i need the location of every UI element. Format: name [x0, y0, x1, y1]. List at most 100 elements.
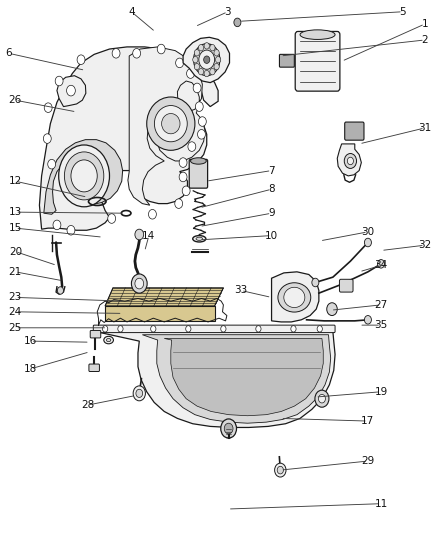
- Circle shape: [182, 186, 190, 196]
- Text: 16: 16: [24, 336, 37, 346]
- Text: 14: 14: [142, 231, 155, 240]
- Circle shape: [199, 50, 215, 69]
- Text: 25: 25: [9, 323, 22, 333]
- Circle shape: [112, 49, 120, 58]
- Circle shape: [67, 85, 75, 96]
- Circle shape: [135, 229, 144, 240]
- Circle shape: [198, 69, 204, 75]
- Circle shape: [315, 390, 329, 407]
- Circle shape: [118, 326, 123, 332]
- Text: 23: 23: [9, 293, 22, 302]
- Circle shape: [102, 326, 108, 332]
- Circle shape: [312, 278, 319, 287]
- Polygon shape: [272, 272, 319, 322]
- Circle shape: [136, 389, 143, 398]
- Text: 7: 7: [268, 166, 275, 175]
- Text: 3: 3: [224, 7, 231, 17]
- Text: 31: 31: [418, 123, 431, 133]
- Circle shape: [215, 56, 221, 63]
- Ellipse shape: [147, 97, 195, 150]
- Ellipse shape: [104, 336, 113, 344]
- Circle shape: [344, 154, 357, 168]
- Circle shape: [187, 69, 194, 78]
- Circle shape: [204, 70, 209, 77]
- Circle shape: [131, 274, 147, 293]
- Ellipse shape: [196, 237, 203, 240]
- Text: 10: 10: [265, 231, 278, 240]
- Circle shape: [186, 326, 191, 332]
- Circle shape: [77, 55, 85, 64]
- Text: 17: 17: [361, 416, 374, 426]
- Text: 26: 26: [9, 95, 22, 105]
- Text: 5: 5: [399, 7, 406, 17]
- Circle shape: [194, 44, 220, 76]
- Ellipse shape: [162, 114, 180, 134]
- Text: 18: 18: [24, 364, 37, 374]
- Circle shape: [204, 56, 210, 63]
- Circle shape: [198, 130, 205, 139]
- Circle shape: [148, 209, 156, 219]
- Circle shape: [277, 466, 283, 474]
- Polygon shape: [142, 335, 331, 423]
- Circle shape: [53, 220, 61, 230]
- Text: 34: 34: [374, 261, 388, 270]
- Circle shape: [193, 56, 198, 63]
- Circle shape: [210, 69, 215, 75]
- Text: 8: 8: [268, 184, 275, 194]
- Circle shape: [275, 463, 286, 477]
- Polygon shape: [164, 338, 323, 416]
- Polygon shape: [128, 47, 205, 205]
- Text: 32: 32: [418, 240, 431, 250]
- Circle shape: [221, 326, 226, 332]
- Circle shape: [210, 44, 215, 51]
- Circle shape: [59, 145, 110, 207]
- Circle shape: [204, 43, 209, 49]
- Circle shape: [327, 303, 337, 316]
- FancyBboxPatch shape: [93, 325, 335, 333]
- Text: 28: 28: [81, 400, 94, 410]
- Text: 13: 13: [9, 207, 22, 217]
- Polygon shape: [105, 306, 215, 321]
- Text: 24: 24: [9, 307, 22, 317]
- Text: 21: 21: [9, 267, 22, 277]
- Text: 6: 6: [5, 49, 12, 58]
- Circle shape: [221, 419, 237, 438]
- Text: 9: 9: [268, 208, 275, 218]
- Text: 2: 2: [421, 35, 428, 45]
- Circle shape: [198, 44, 204, 51]
- Circle shape: [194, 50, 199, 56]
- Text: 20: 20: [9, 247, 22, 256]
- Text: 12: 12: [9, 176, 22, 186]
- Circle shape: [64, 152, 104, 200]
- Circle shape: [157, 44, 165, 54]
- Circle shape: [317, 326, 322, 332]
- Circle shape: [291, 326, 296, 332]
- Circle shape: [364, 238, 371, 247]
- Circle shape: [256, 326, 261, 332]
- FancyBboxPatch shape: [295, 31, 340, 91]
- FancyBboxPatch shape: [90, 330, 101, 338]
- Ellipse shape: [191, 158, 206, 164]
- Circle shape: [364, 316, 371, 324]
- FancyBboxPatch shape: [339, 279, 353, 292]
- FancyBboxPatch shape: [279, 54, 294, 67]
- Text: 1: 1: [421, 19, 428, 29]
- Circle shape: [188, 142, 196, 151]
- Polygon shape: [44, 140, 123, 214]
- FancyBboxPatch shape: [189, 159, 208, 188]
- Polygon shape: [183, 37, 230, 83]
- Circle shape: [135, 278, 144, 289]
- Circle shape: [55, 76, 63, 86]
- Ellipse shape: [278, 282, 311, 312]
- Circle shape: [198, 117, 206, 126]
- Text: 11: 11: [374, 499, 388, 508]
- Circle shape: [179, 158, 187, 167]
- Circle shape: [176, 58, 184, 68]
- Circle shape: [151, 326, 156, 332]
- Text: 35: 35: [374, 320, 388, 330]
- Circle shape: [57, 287, 64, 294]
- Circle shape: [195, 102, 203, 111]
- Circle shape: [193, 83, 201, 93]
- Text: 27: 27: [374, 300, 388, 310]
- Polygon shape: [95, 332, 335, 427]
